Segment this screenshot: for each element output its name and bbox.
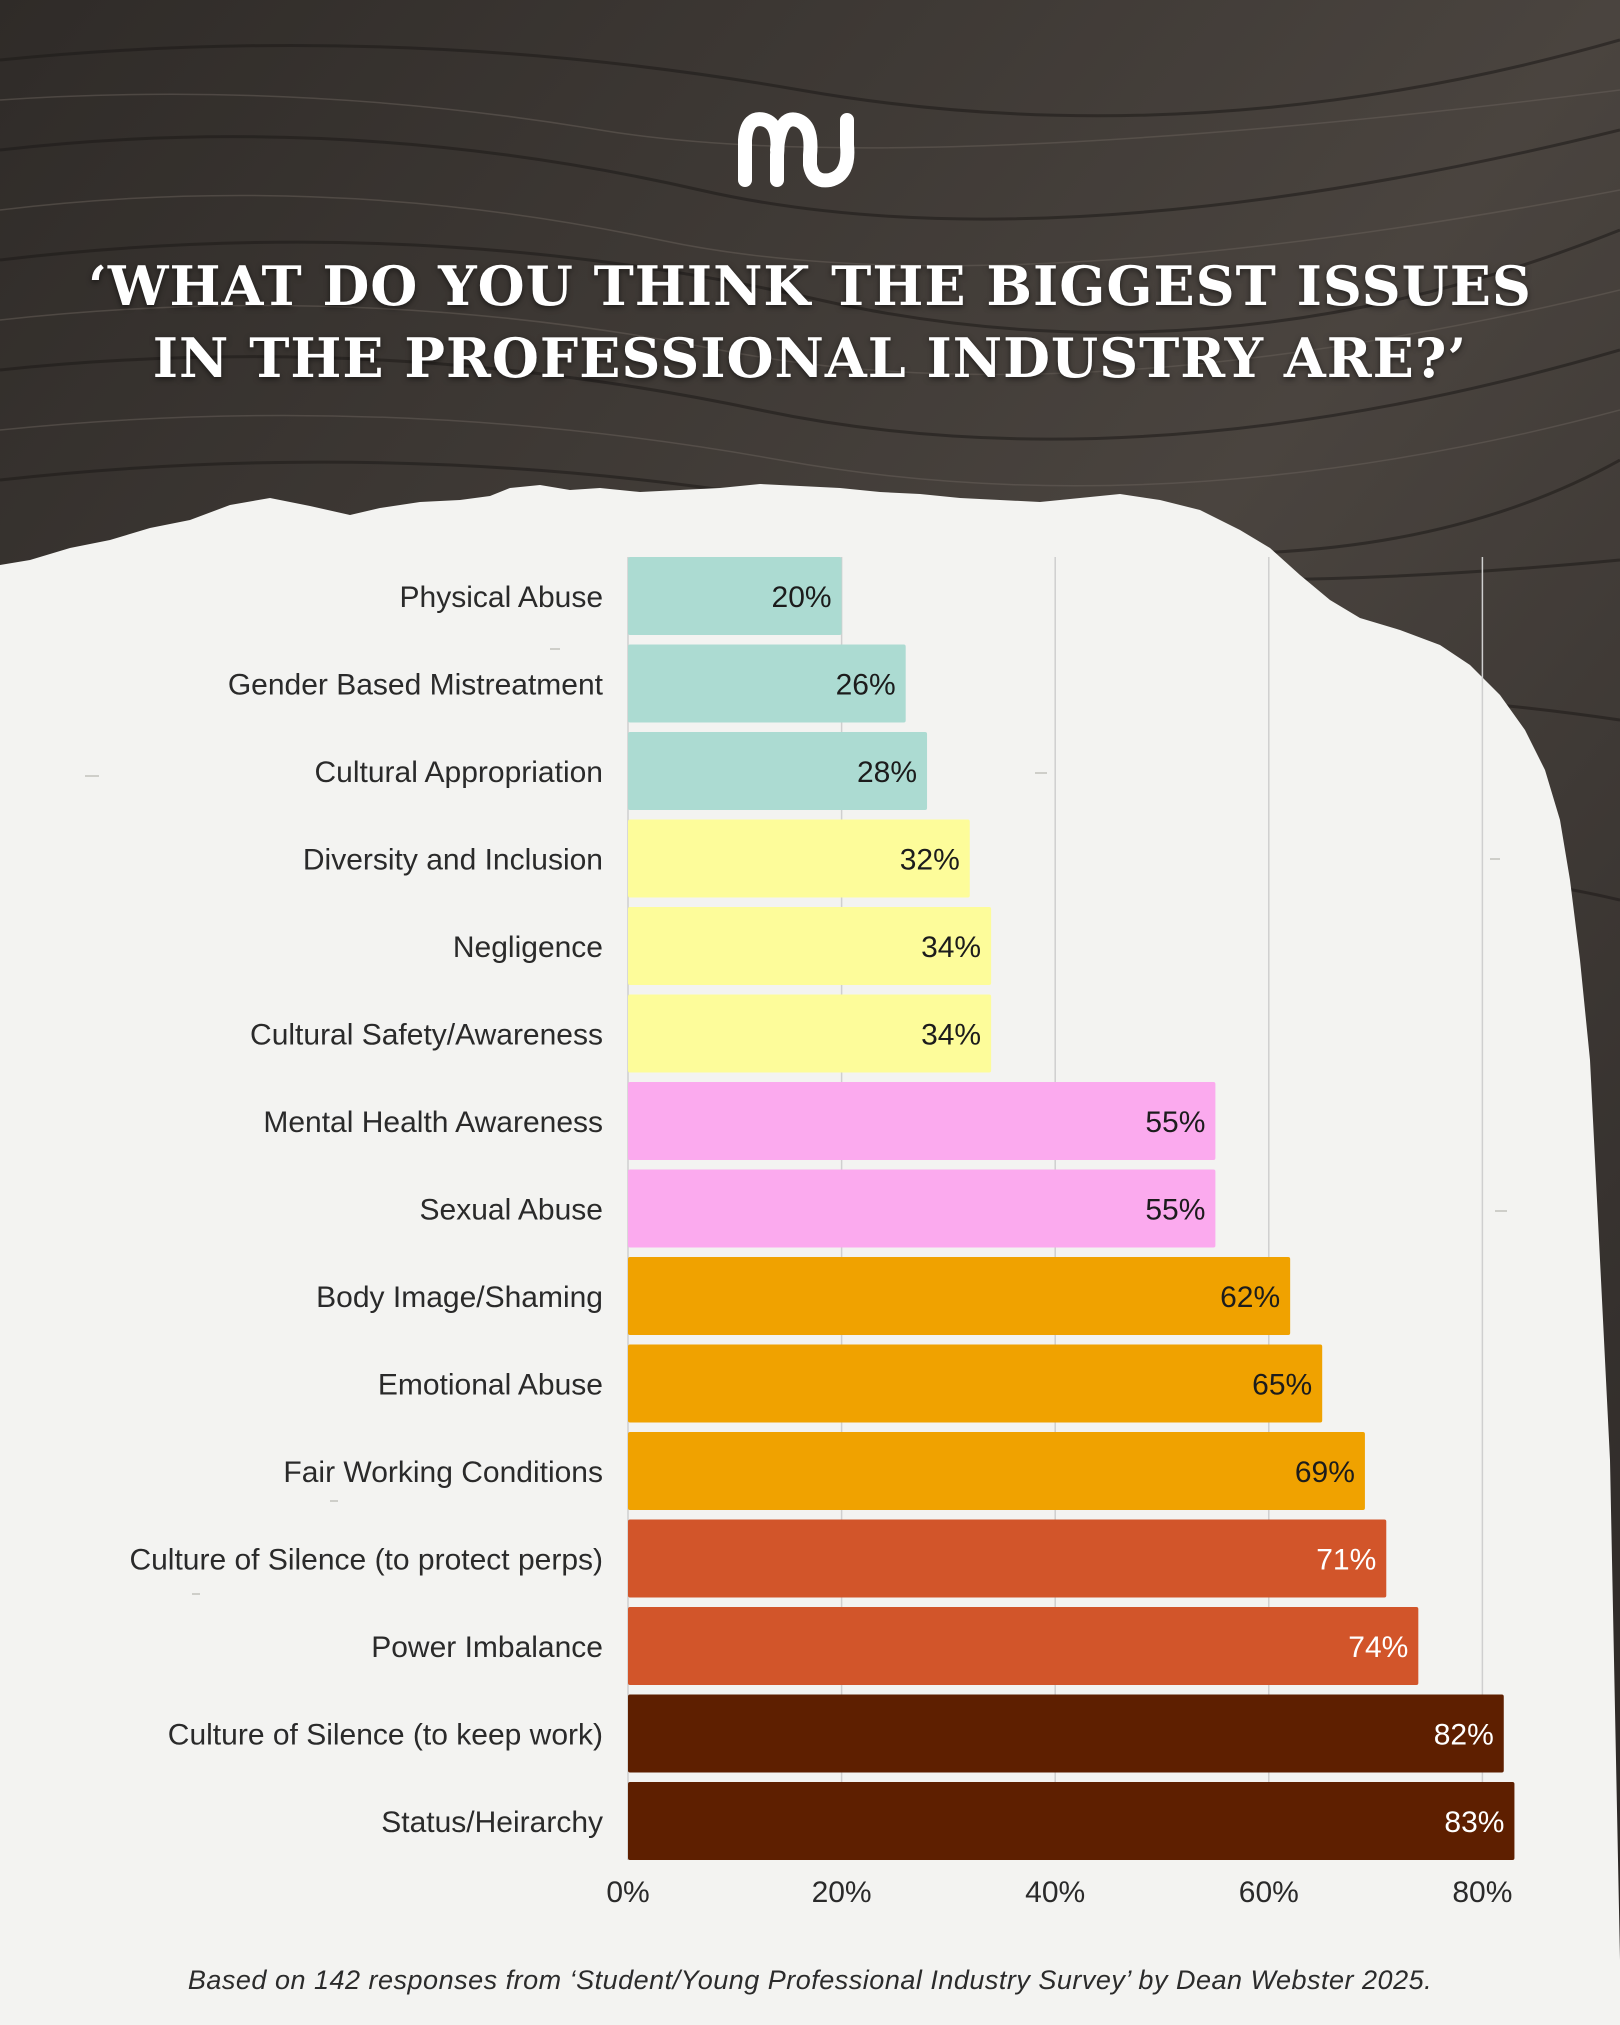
bar-value-label: 55%: [1145, 1106, 1205, 1139]
category-label: Power Imbalance: [371, 1631, 603, 1664]
x-tick-label: 60%: [1239, 1876, 1299, 1909]
category-label: Emotional Abuse: [378, 1369, 603, 1402]
bar: [628, 1607, 1419, 1685]
category-label: Cultural Appropriation: [314, 756, 603, 789]
x-axis-ticks: 0% 20% 40% 60% 80%: [606, 1876, 1512, 1909]
bar-value-label: 71%: [1316, 1544, 1376, 1577]
category-label: Fair Working Conditions: [283, 1456, 603, 1489]
bar: [628, 1782, 1515, 1860]
bar-value-label: 65%: [1252, 1369, 1312, 1402]
bar: [628, 1694, 1504, 1773]
bar-value-label: 62%: [1220, 1281, 1280, 1314]
x-tick-label: 80%: [1452, 1876, 1512, 1909]
category-labels: Physical Abuse Gender Based Mistreatment C…: [129, 581, 603, 1839]
x-tick-label: 40%: [1025, 1876, 1085, 1909]
bar-value-label: 32%: [900, 844, 960, 877]
chart-title: ‘WHAT DO YOU THINK THE BIGGEST ISSUES IN…: [80, 250, 1540, 394]
bar: [628, 1344, 1323, 1423]
x-tick-label: 0%: [606, 1876, 649, 1909]
category-label: Body Image/Shaming: [316, 1281, 603, 1314]
bar: [628, 1082, 1216, 1160]
category-label: Culture of Silence (to keep work): [168, 1719, 603, 1752]
category-label: Sexual Abuse: [420, 1194, 603, 1227]
bar: [628, 819, 970, 898]
category-label: Physical Abuse: [400, 581, 603, 614]
bar: [628, 1169, 1216, 1248]
bar-value-label: 34%: [921, 931, 981, 964]
bar-value-label: 28%: [857, 756, 917, 789]
bar-value-label: 69%: [1295, 1456, 1355, 1489]
bar: [628, 644, 906, 723]
footnote: Based on 142 responses from ‘Student/You…: [187, 1965, 1433, 1995]
bar: [628, 732, 928, 810]
bar: [628, 1432, 1365, 1510]
category-label: Diversity and Inclusion: [303, 844, 603, 877]
category-label: Culture of Silence (to protect perps): [129, 1544, 603, 1577]
bar-value-label: 26%: [836, 669, 896, 702]
bar: [628, 557, 842, 635]
bar-value-label: 34%: [921, 1019, 981, 1052]
bars: 20% 26% 28% 32% 34% 34% 55% 55% 62% 65% 69% 71% 74% 8…: [628, 557, 1515, 1860]
category-label: Cultural Safety/Awareness: [250, 1019, 603, 1052]
title-line-1: ‘WHAT DO YOU THINK THE BIGGEST ISSUES: [88, 254, 1532, 318]
bar-value-label: 83%: [1444, 1806, 1504, 1839]
title-line-2: IN THE PROFESSIONAL INDUSTRY ARE?’: [152, 326, 1468, 390]
bar: [628, 1257, 1291, 1335]
bar-value-label: 20%: [772, 581, 832, 614]
squiggle-logo-icon: [738, 112, 855, 188]
category-label: Status/Heirarchy: [381, 1806, 603, 1839]
category-label: Negligence: [453, 931, 603, 964]
bar-value-label: 82%: [1434, 1719, 1494, 1752]
bar: [628, 907, 992, 985]
bar-value-label: 74%: [1348, 1631, 1408, 1664]
x-tick-label: 20%: [812, 1876, 872, 1909]
category-label: Gender Based Mistreatment: [228, 669, 604, 702]
bar: [628, 1519, 1387, 1598]
bar: [628, 994, 992, 1073]
category-label: Mental Health Awareness: [263, 1106, 603, 1139]
bar-value-label: 55%: [1145, 1194, 1205, 1227]
